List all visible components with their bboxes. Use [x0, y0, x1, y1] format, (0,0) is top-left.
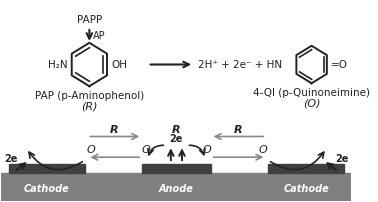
Text: O: O — [203, 145, 211, 155]
Text: OH: OH — [112, 60, 128, 70]
Text: AP: AP — [93, 31, 106, 41]
Text: R: R — [234, 124, 243, 134]
Text: O: O — [87, 145, 96, 155]
Text: (R): (R) — [81, 101, 98, 110]
Text: Cathode: Cathode — [24, 183, 70, 193]
Text: O: O — [258, 145, 267, 155]
Text: R: R — [172, 124, 181, 134]
Text: 2e: 2e — [4, 154, 17, 163]
Text: (O): (O) — [303, 98, 321, 107]
Text: 2H⁺ + 2e⁻ + HN: 2H⁺ + 2e⁻ + HN — [198, 60, 282, 70]
Bar — [268, 164, 344, 173]
Text: =O: =O — [331, 60, 348, 70]
Text: Cathode: Cathode — [283, 183, 329, 193]
Bar — [9, 164, 85, 173]
Text: O: O — [141, 145, 150, 155]
Text: R: R — [110, 124, 119, 134]
FancyArrowPatch shape — [29, 152, 82, 170]
Text: 2e: 2e — [170, 134, 183, 144]
Text: 2e: 2e — [336, 154, 349, 163]
Text: 4-QI (p-Quinoneimine): 4-QI (p-Quinoneimine) — [253, 88, 370, 98]
FancyArrowPatch shape — [189, 145, 205, 155]
Bar — [142, 164, 211, 173]
Text: PAP (p-Aminophenol): PAP (p-Aminophenol) — [35, 91, 144, 101]
Bar — [2, 173, 352, 201]
Text: Anode: Anode — [159, 183, 194, 193]
Text: H₂N: H₂N — [48, 60, 67, 70]
Text: PAPP: PAPP — [77, 15, 102, 25]
FancyArrowPatch shape — [270, 152, 324, 170]
FancyArrowPatch shape — [148, 145, 163, 155]
